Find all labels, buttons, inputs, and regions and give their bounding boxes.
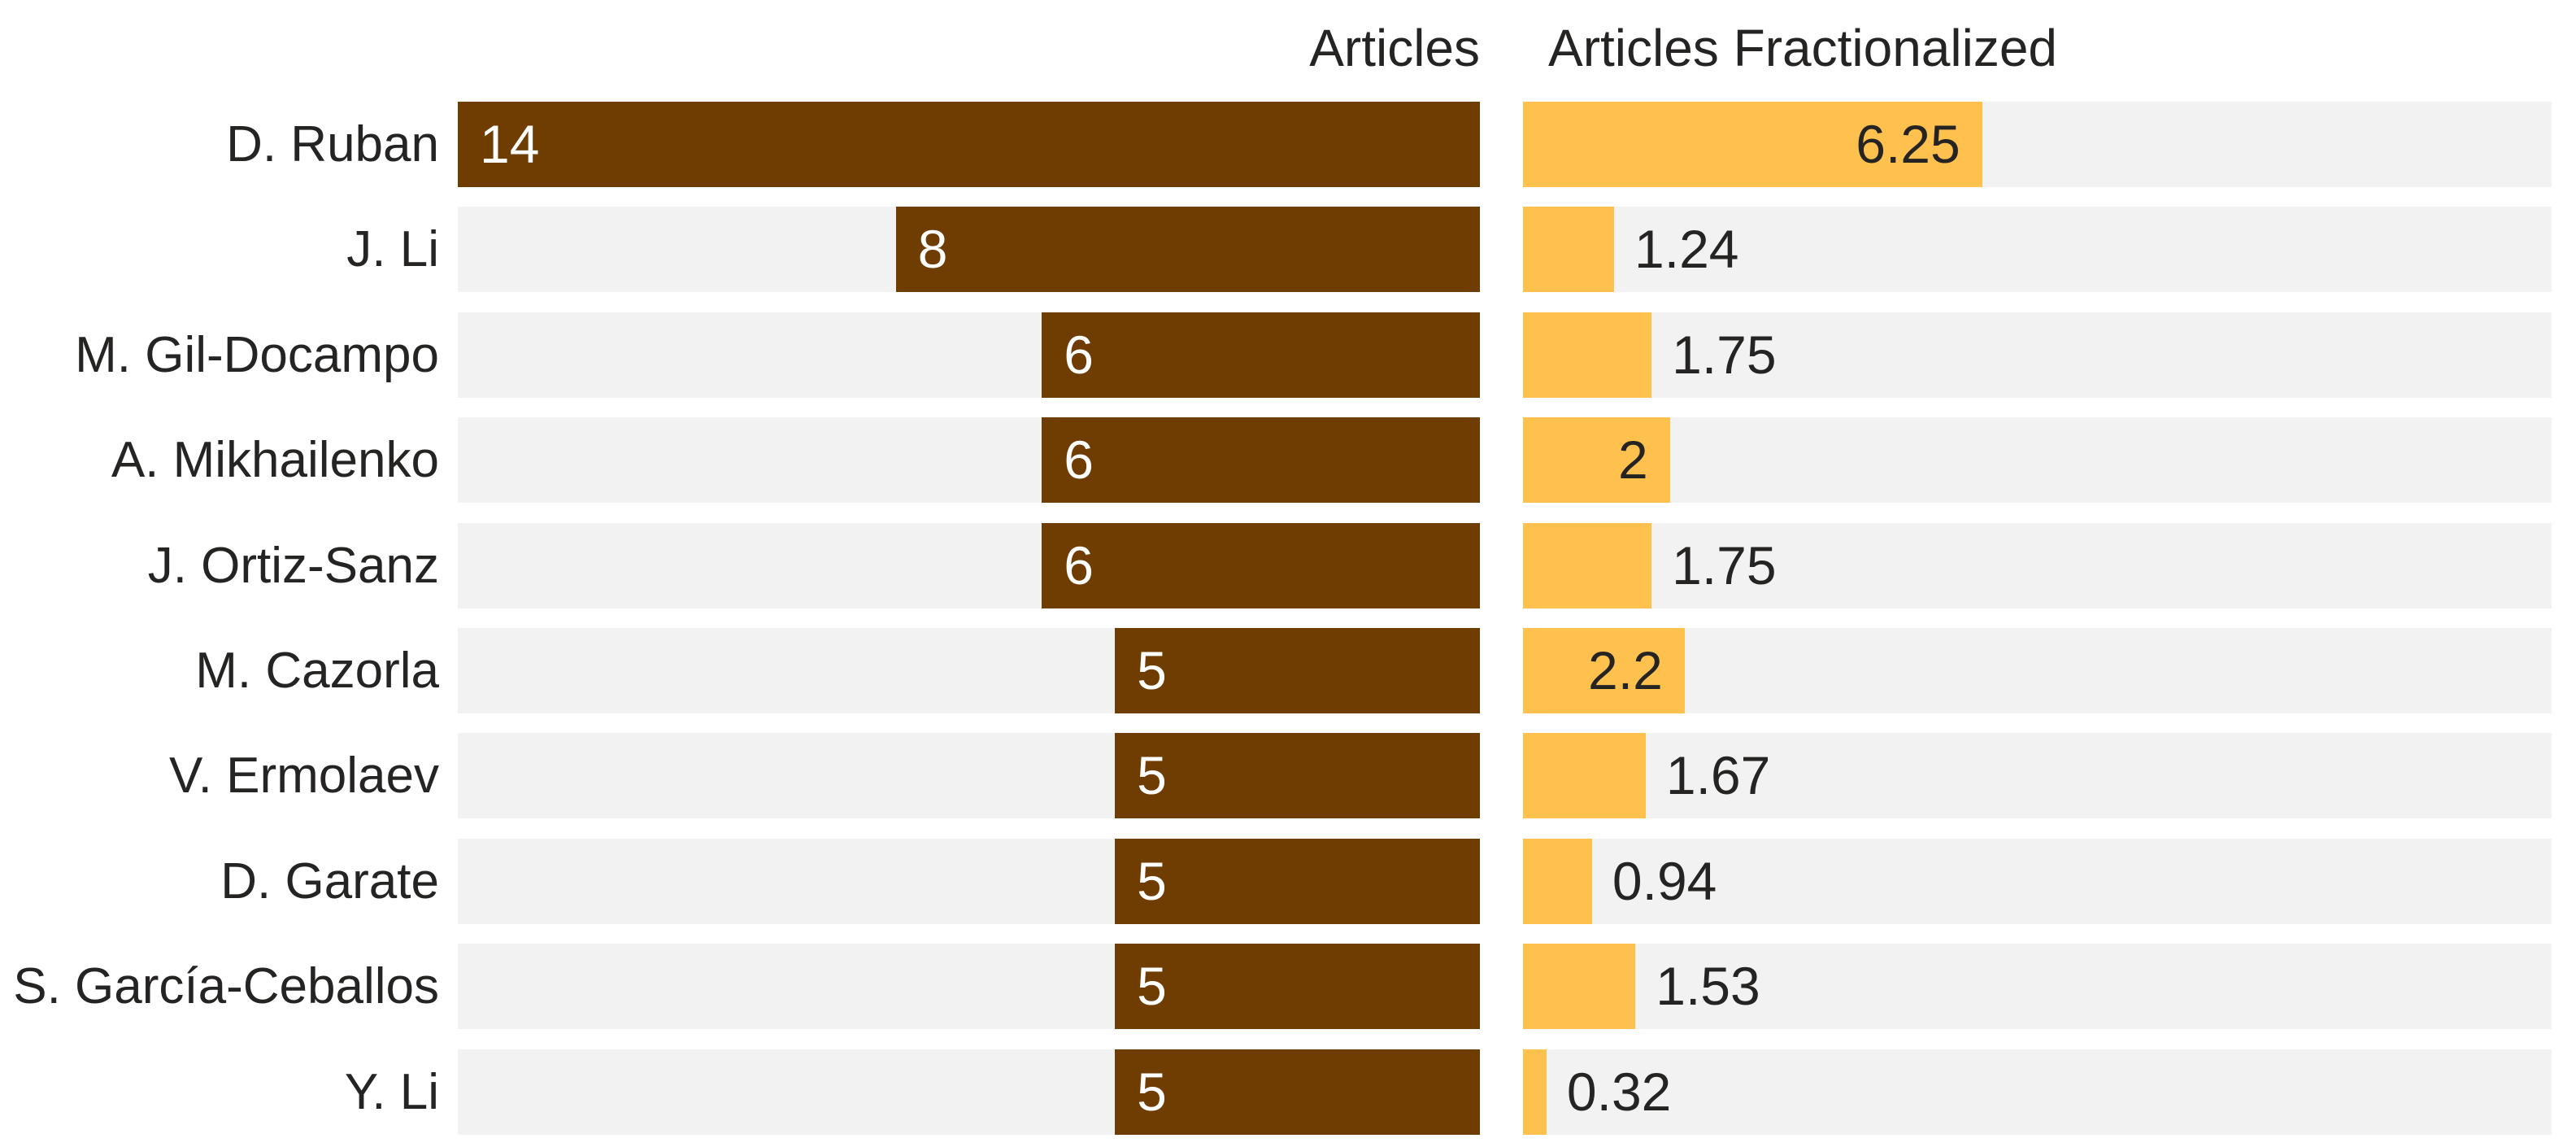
- articles-bar-track: 8: [458, 207, 1480, 293]
- articles-bar-track: 6: [458, 312, 1480, 398]
- fractionalized-bar-track: 1.67: [1523, 733, 2552, 819]
- chart-rows: D. Ruban 14 6.25 J. Li 8: [0, 102, 2576, 1135]
- articles-value-label: 6: [1064, 534, 1094, 595]
- articles-bar[interactable]: 5: [1115, 1049, 1480, 1135]
- fractionalized-bar[interactable]: 0.94: [1523, 838, 1717, 924]
- fractionalized-bar-track: 6.25: [1523, 102, 2552, 187]
- articles-bar[interactable]: 5: [1115, 838, 1480, 924]
- articles-value-label: 5: [1137, 639, 1167, 700]
- articles-bar[interactable]: 5: [1115, 627, 1480, 713]
- fractionalized-value-label: 1.24: [1634, 219, 1739, 280]
- articles-bar-track: 5: [458, 944, 1480, 1030]
- chart-row: D. Garate 5 0.94: [0, 838, 2576, 924]
- articles-bar[interactable]: 6: [1042, 417, 1480, 504]
- fractionalized-bar[interactable]: 1.53: [1523, 944, 1760, 1030]
- fractionalized-bar[interactable]: 6.25: [1523, 102, 1982, 187]
- fractionalized-value-label: 1.67: [1665, 745, 1771, 806]
- chart-row: J. Ortiz-Sanz 6 1.75: [0, 522, 2576, 608]
- fractionalized-value-label: 1.75: [1672, 324, 1777, 385]
- articles-bar-track: 14: [458, 102, 1480, 187]
- fractionalized-value-label: 1.53: [1656, 956, 1760, 1017]
- fractionalized-value-label: 6.25: [1856, 114, 1960, 174]
- category-label: S. García-Ceballos: [13, 958, 439, 1015]
- articles-value-label: 6: [1064, 430, 1094, 491]
- articles-bar-track: 5: [458, 627, 1480, 713]
- chart-row: A. Mikhailenko 6 2: [0, 417, 2576, 504]
- category-label: A. Mikhailenko: [111, 432, 439, 489]
- chart-row: J. Li 8 1.24: [0, 207, 2576, 293]
- category-label: V. Ermolaev: [169, 748, 439, 805]
- articles-bar[interactable]: 6: [1042, 312, 1480, 398]
- fractionalized-bar[interactable]: 1.75: [1523, 522, 1777, 608]
- articles-bar-track: 5: [458, 838, 1480, 924]
- fractionalized-bar[interactable]: 1.24: [1523, 207, 1739, 293]
- articles-value-label: 6: [1064, 324, 1094, 385]
- fractionalized-bar-track: 0.32: [1523, 1049, 2552, 1135]
- fractionalized-value-label: 2: [1617, 430, 1648, 491]
- articles-value-label: 5: [1137, 956, 1167, 1017]
- fractionalized-bar[interactable]: 1.75: [1523, 312, 1777, 398]
- articles-value-label: 5: [1137, 850, 1167, 911]
- fractionalized-bar-track: 2.2: [1523, 627, 2552, 713]
- category-label: J. Ortiz-Sanz: [147, 537, 439, 594]
- category-label: J. Li: [346, 221, 439, 278]
- category-label: D. Ruban: [226, 116, 439, 172]
- articles-bar-track: 6: [458, 522, 1480, 608]
- articles-bar[interactable]: 5: [1115, 733, 1480, 819]
- fractionalized-bar-track: 1.24: [1523, 207, 2552, 293]
- articles-bar[interactable]: 6: [1042, 522, 1480, 608]
- fractionalized-bar-track: 2: [1523, 417, 2552, 504]
- articles-value-label: 5: [1137, 745, 1167, 806]
- category-label: M. Gil-Docampo: [75, 326, 439, 383]
- articles-value-label: 5: [1137, 1061, 1167, 1122]
- chart-row: M. Cazorla 5 2.2: [0, 627, 2576, 713]
- fractionalized-value-label: 1.75: [1672, 534, 1777, 595]
- articles-bar[interactable]: 5: [1115, 944, 1480, 1030]
- chart-row: M. Gil-Docampo 6 1.75: [0, 312, 2576, 398]
- fractionalized-bar-track: 0.94: [1523, 838, 2552, 924]
- articles-value-label: 14: [480, 114, 540, 174]
- articles-bar-track: 6: [458, 417, 1480, 504]
- articles-value-label: 8: [917, 219, 948, 280]
- articles-bar-track: 5: [458, 1049, 1480, 1135]
- fractionalized-value-label: 2.2: [1588, 639, 1663, 700]
- fractionalized-bar-track: 1.53: [1523, 944, 2552, 1030]
- column-headers: Articles Articles Fractionalized: [0, 0, 2576, 96]
- chart-row: Y. Li 5 0.32: [0, 1049, 2576, 1135]
- fractionalized-bar-track: 1.75: [1523, 522, 2552, 608]
- fractionalized-bar[interactable]: 1.67: [1523, 733, 1770, 819]
- fractionalized-bar[interactable]: 2.2: [1523, 627, 1685, 713]
- fractionalized-value-label: 0.32: [1566, 1061, 1672, 1122]
- fractionalized-bar[interactable]: 2: [1523, 417, 1670, 504]
- category-label: M. Cazorla: [195, 642, 439, 699]
- category-label: D. Garate: [220, 853, 439, 909]
- chart-row: D. Ruban 14 6.25: [0, 102, 2576, 187]
- fractionalized-bar-track: 1.75: [1523, 312, 2552, 398]
- articles-column-header: Articles: [1309, 19, 1480, 77]
- chart-row: S. García-Ceballos 5 1.53: [0, 944, 2576, 1030]
- articles-bar-track: 5: [458, 733, 1480, 819]
- articles-bar[interactable]: 14: [458, 102, 1480, 187]
- articles-bar[interactable]: 8: [895, 207, 1480, 293]
- articles-fractionalized-column-header: Articles Fractionalized: [1548, 19, 2057, 77]
- fractionalized-bar[interactable]: 0.32: [1523, 1049, 1671, 1135]
- chart-row: V. Ermolaev 5 1.67: [0, 733, 2576, 819]
- category-label: Y. Li: [344, 1063, 439, 1120]
- fractionalized-value-label: 0.94: [1612, 850, 1717, 911]
